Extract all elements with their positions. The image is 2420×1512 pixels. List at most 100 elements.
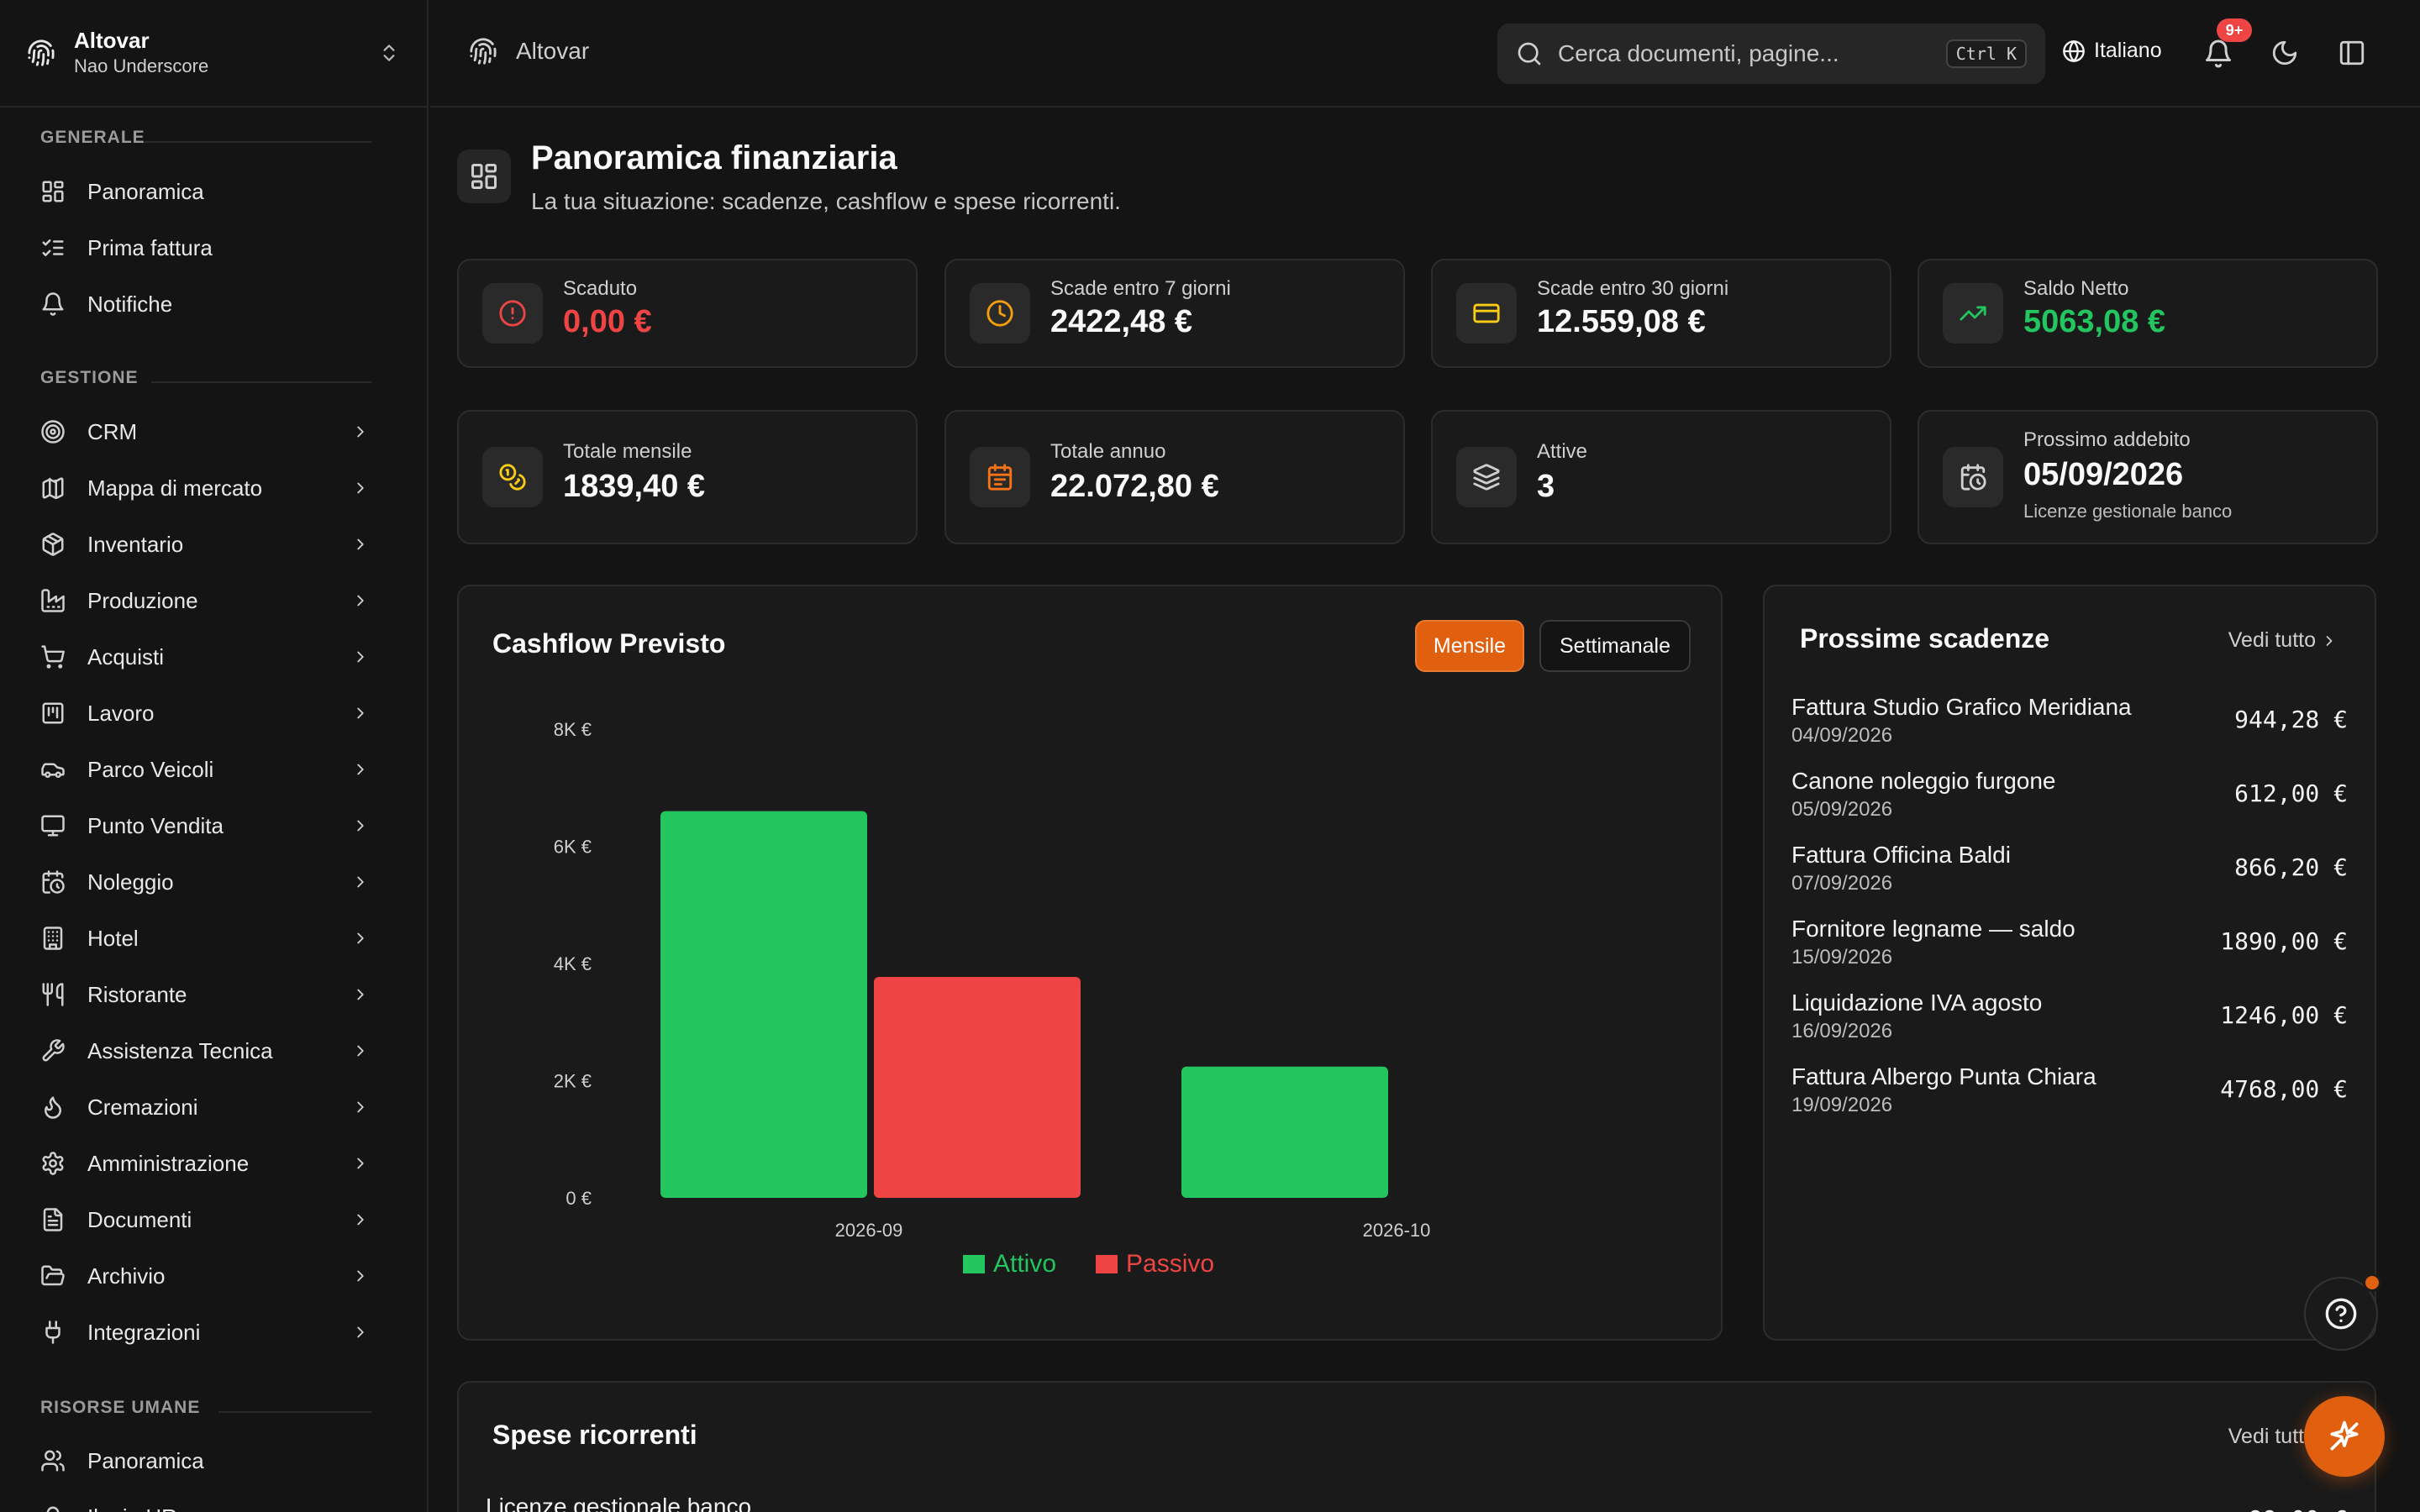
cart-icon [41,645,65,669]
upcoming-item[interactable]: Fattura Studio Grafico Meridiana 04/09/20… [1791,694,2348,761]
search-input[interactable]: Cerca documenti, pagine... Ctrl K [1497,24,2045,84]
sidebar-item-punto-vendita[interactable]: Punto Vendita [40,806,370,845]
sidebar-item-acquisti[interactable]: Acquisti [40,638,370,676]
sidebar-item-ristorante[interactable]: Ristorante [40,975,370,1014]
sidebar-item-lavoro[interactable]: Lavoro [40,694,370,732]
org-name: Altovar [74,28,150,53]
section-risorse-umane: RISORSE UMANE [0,1398,427,1428]
document-icon [43,1208,63,1231]
sidebar-item-hotel[interactable]: Hotel [40,919,370,958]
alert-circle-icon [499,300,526,327]
recurring-item-amount: 99,00 € [2249,1505,2348,1512]
sidebar-item-produzione[interactable]: Produzione [40,581,370,620]
language-switcher[interactable]: Italiano [2062,39,2162,63]
coins-icon [499,464,526,491]
kpi-value: 3 [1537,469,1555,504]
sidebar-item-label: Documenti [87,1206,192,1232]
recurring-title: Spese ricorrenti [492,1420,697,1450]
gear-icon [42,1152,64,1175]
list-check-icon [42,239,64,256]
users-icon [41,1450,65,1472]
sidebar-item-label: Parco Veicoli [87,756,214,782]
sidebar-item-mappa-di-mercato[interactable]: Mappa di mercato [40,469,370,507]
bar-attivo-2026-10 [1181,1066,1388,1198]
upcoming-item[interactable]: Fattura Officina Baldi 07/09/2026 866,20 € [1791,842,2348,909]
factory-icon [41,589,65,612]
bell-icon[interactable] [2203,39,2233,69]
section-label: GENERALE [40,128,145,147]
chevron-right-icon [357,764,364,775]
sidebar-item-parco-veicoli[interactable]: Parco Veicoli [40,750,370,789]
kpi-label: Scade entro 30 giorni [1537,277,1729,300]
ai-assistant-button[interactable] [2304,1396,2385,1477]
upcoming-item-name: Fattura Officina Baldi [1791,842,2011,868]
sidebar-item-documenti[interactable]: Documenti [40,1200,370,1239]
sidebar-item-amministrazione[interactable]: Amministrazione [40,1144,370,1183]
kpi-value: 12.559,08 € [1537,304,1706,339]
breadcrumb[interactable]: Altovar [469,37,589,66]
page-icon [457,150,511,203]
upcoming-item[interactable]: Fattura Albergo Punta Chiara 19/09/2026 47… [1791,1063,2348,1131]
help-circle-icon [2325,1298,2357,1330]
sidebar-item-prima-fattura[interactable]: Prima fattura [40,228,370,267]
sidebar-item-label: Notifiche [87,291,173,317]
upcoming-item-date: 04/09/2026 [1791,724,1893,747]
kpi-label: Prossimo addebito [2023,428,2191,451]
kpi-label: Scade entro 7 giorni [1050,277,1231,300]
sidebar-item-il-mio-hr[interactable]: Il mio HR [40,1498,370,1512]
chevron-right-icon [357,1214,364,1226]
toggle-monthly-button[interactable]: Mensile [1415,620,1524,672]
kpi-card-totale-mensile: Totale mensile 1839,40 € [457,410,918,544]
sidebar-item-label: Produzione [87,587,198,613]
sidebar-item-label: CRM [87,418,138,444]
chevron-right-icon [357,1326,364,1338]
credit-card-icon [1473,303,1500,323]
cashflow-chart: 0 € 2K € 4K € 6K € 8K € 2026-09 2026-10 Attivo P… [554,719,1431,1278]
kpi-icon-box [1943,283,2003,344]
sidebar-item-panoramica[interactable]: Panoramica [40,172,370,211]
section-gestione: GESTIONE [0,368,427,398]
upcoming-item[interactable]: Canone noleggio furgone 05/09/2026 612,00 … [1791,768,2348,835]
sidebar-item-archivio[interactable]: Archivio [40,1257,370,1295]
page-subtitle: La tua situazione: scadenze, cashflow e … [531,188,1121,214]
calendar-clock-icon [1960,464,1986,491]
x-tick-label: 2026-09 [835,1220,903,1241]
chevron-right-icon [357,595,364,606]
language-label: Italiano [2094,39,2162,62]
upcoming-item-date: 15/09/2026 [1791,946,1893,969]
upcoming-item[interactable]: Liquidazione IVA agosto 16/09/2026 1246,00… [1791,990,2348,1057]
sidebar-item-panoramica[interactable]: Panoramica [40,1441,370,1480]
chevron-right-icon [357,1158,364,1169]
sidebar-item-noleggio[interactable]: Noleggio [40,863,370,901]
panel-toggle-icon[interactable] [2338,39,2366,67]
sidebar-item-integrazioni[interactable]: Integrazioni [40,1313,370,1352]
recurring-card: Spese ricorrenti Vedi tutto Licenze gest… [457,1381,2376,1512]
sidebar-item-inventario[interactable]: Inventario [40,525,370,564]
bar-attivo-2026-09 [660,811,867,1198]
kpi-icon-box [482,447,543,507]
recurring-see-all-link[interactable]: Vedi tutto [2228,1425,2316,1448]
user-name: Nao Underscore [74,55,209,76]
chevron-right-icon [357,1101,364,1113]
divider [145,141,371,143]
upcoming-item-date: 16/09/2026 [1791,1020,1893,1042]
sidebar-item-notifiche[interactable]: Notifiche [40,285,370,323]
moon-icon[interactable] [2270,39,2299,67]
sidebar-item-crm[interactable]: CRM [40,412,370,451]
org-switcher[interactable]: Altovar Nao Underscore [0,0,427,108]
see-all-link[interactable]: Vedi tutto [2228,628,2338,653]
sidebar-item-label: Lavoro [87,700,155,726]
section-label: GESTIONE [40,368,139,387]
sidebar-item-assistenza-tecnica[interactable]: Assistenza Tecnica [40,1032,370,1070]
trending-up-icon [1960,306,1986,321]
sidebar-item-cremazioni[interactable]: Cremazioni [40,1088,370,1126]
upcoming-title: Prossime scadenze [1800,623,2050,654]
search-placeholder: Cerca documenti, pagine... [1558,40,1839,66]
kpi-label: Saldo Netto [2023,277,2129,300]
toggle-weekly-button[interactable]: Settimanale [1539,620,1691,672]
upcoming-item[interactable]: Fornitore legname — saldo 15/09/2026 1890,… [1791,916,2348,983]
kpi-label: Scaduto [563,277,638,300]
chevron-right-icon [357,482,364,494]
folder-open-icon [41,1265,65,1286]
fingerprint-icon [470,38,497,65]
